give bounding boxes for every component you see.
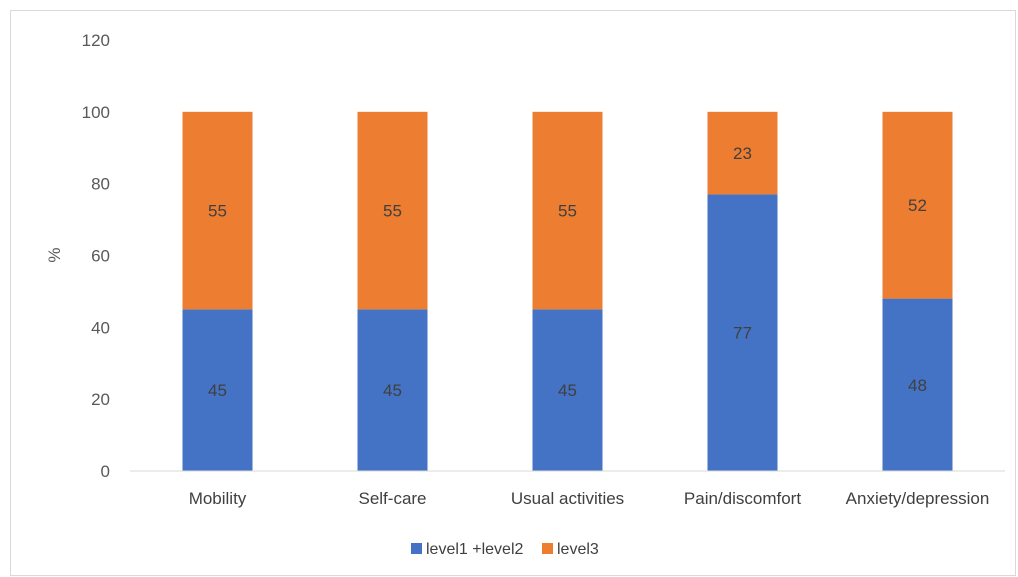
x-category-label: Mobility	[189, 489, 247, 508]
bar-level3	[532, 111, 603, 310]
y-tick-label: 0	[101, 462, 110, 481]
y-tick-label: 120	[82, 31, 110, 50]
x-category-label: Self-care	[358, 489, 426, 508]
legend-swatch	[542, 543, 553, 554]
legend: level1 +level2 level3	[411, 541, 599, 558]
bar-level3	[882, 111, 953, 299]
chart-frame	[10, 10, 1016, 576]
data-label: 45	[558, 381, 577, 400]
legend-label: level1 +level2	[426, 541, 524, 558]
data-label: 45	[383, 381, 402, 400]
bar-level1-level2	[707, 194, 778, 472]
bar-level3	[707, 111, 778, 195]
y-tick-label: 80	[91, 175, 110, 194]
x-axis-categories: Mobility Self-care Usual activities Pain/di…	[189, 489, 990, 508]
bar-level3	[182, 111, 253, 310]
data-label: 55	[383, 202, 402, 221]
data-label: 45	[208, 381, 227, 400]
x-category-label: Anxiety/depression	[846, 489, 990, 508]
y-axis-title: %	[45, 247, 64, 262]
legend-swatch	[411, 543, 422, 554]
data-label: 52	[908, 196, 927, 215]
bar-level1-level2	[532, 309, 603, 471]
bar-level1-level2	[882, 298, 953, 471]
data-label: 55	[558, 202, 577, 221]
y-tick-label: 40	[91, 318, 110, 337]
y-tick-label: 60	[91, 247, 110, 266]
bar-level1-level2	[357, 309, 428, 471]
x-category-label: Usual activities	[511, 489, 624, 508]
bar-level3	[357, 111, 428, 310]
data-label: 77	[733, 324, 752, 343]
y-tick-label: 100	[82, 103, 110, 122]
data-label: 48	[908, 376, 927, 395]
y-tick-label: 20	[91, 390, 110, 409]
bars: 45 55 45 55 45 55 77 23 48 52	[182, 111, 953, 472]
bar-level1-level2	[182, 309, 253, 471]
data-label: 23	[733, 144, 752, 163]
data-label: 55	[208, 202, 227, 221]
x-category-label: Pain/discomfort	[684, 489, 801, 508]
legend-label: level3	[557, 541, 599, 558]
y-axis-ticks: 0 20 40 60 80 100 120	[82, 31, 110, 481]
